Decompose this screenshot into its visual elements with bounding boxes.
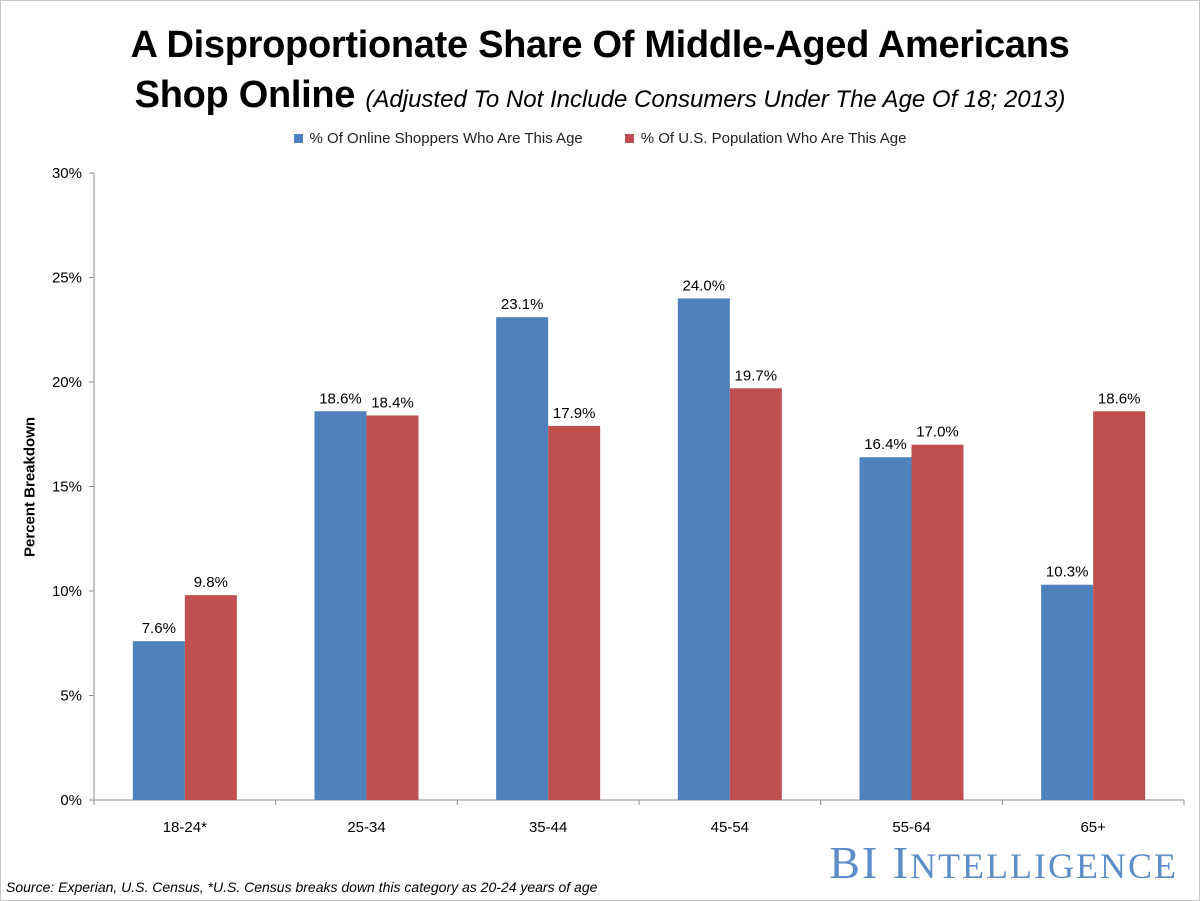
legend-item-series2: % Of U.S. Population Who Are This Age xyxy=(624,130,907,147)
bar-series2-1824 xyxy=(184,595,237,800)
data-label-series2: 19.7% xyxy=(735,367,778,384)
data-label-series1: 10.3% xyxy=(1046,564,1089,581)
y-tick-label: 5% xyxy=(60,688,82,705)
x-tick-label: 18-24* xyxy=(163,819,207,836)
bi-intelligence-logo: BI INTELLIGENCE xyxy=(829,837,1178,888)
bar-series2-4554 xyxy=(729,388,782,800)
chart-title-line2-row: Shop Online (Adjusted To Not Include Con… xyxy=(0,72,1200,123)
bar-series1-3544 xyxy=(496,317,549,800)
chart-subtitle: (Adjusted To Not Include Consumers Under… xyxy=(365,86,1066,113)
chart-title-line1: A Disproportionate Share Of Middle-Aged … xyxy=(130,24,1070,66)
y-tick-label: 20% xyxy=(52,374,82,391)
x-tick-label: 35-44 xyxy=(529,819,567,836)
data-label-series2: 17.9% xyxy=(553,405,596,422)
y-tick-label: 15% xyxy=(52,479,82,496)
bar-series1-5564 xyxy=(859,457,912,800)
bar-series1-1824 xyxy=(132,641,185,800)
data-label-series2: 18.6% xyxy=(1098,390,1141,407)
x-tick-label: 25-34 xyxy=(347,819,385,836)
y-tick-label: 0% xyxy=(60,792,82,809)
data-label-series1: 24.0% xyxy=(683,277,726,294)
legend-swatch-series2 xyxy=(624,134,634,143)
chart-title-line2: Shop Online xyxy=(134,74,356,116)
data-label-series2: 9.8% xyxy=(194,574,228,591)
legend-label-series1: % Of Online Shoppers Who Are This Age xyxy=(309,130,583,147)
x-tick-label: 55-64 xyxy=(892,819,930,836)
data-label-series1: 18.6% xyxy=(319,390,362,407)
bar-series2-3544 xyxy=(548,425,601,800)
data-label-series1: 7.6% xyxy=(142,620,176,637)
legend-swatch-series1 xyxy=(293,134,303,143)
data-label-series1: 23.1% xyxy=(501,296,544,313)
x-tick-label: 65+ xyxy=(1080,819,1106,836)
legend-item-series1: % Of Online Shoppers Who Are This Age xyxy=(293,130,583,147)
bar-series1-65plus xyxy=(1041,584,1094,800)
data-label-series2: 18.4% xyxy=(371,394,414,411)
legend: % Of Online Shoppers Who Are This Age % … xyxy=(0,130,1200,147)
bar-series1-2534 xyxy=(314,411,367,800)
legend-label-series2: % Of U.S. Population Who Are This Age xyxy=(640,130,907,147)
data-label-series1: 16.4% xyxy=(864,436,907,453)
bar-series2-5564 xyxy=(911,444,964,800)
source-note: Source: Experian, U.S. Census, *U.S. Cen… xyxy=(6,879,598,895)
y-tick-label: 30% xyxy=(52,165,82,182)
y-tick-label: 25% xyxy=(52,270,82,287)
bar-series2-2534 xyxy=(366,415,419,800)
x-tick-label: 45-54 xyxy=(711,819,749,836)
bar-series2-65plus xyxy=(1093,411,1146,800)
bar-series1-4554 xyxy=(677,298,730,800)
y-tick-label: 10% xyxy=(52,583,82,600)
data-label-series2: 17.0% xyxy=(916,424,959,441)
